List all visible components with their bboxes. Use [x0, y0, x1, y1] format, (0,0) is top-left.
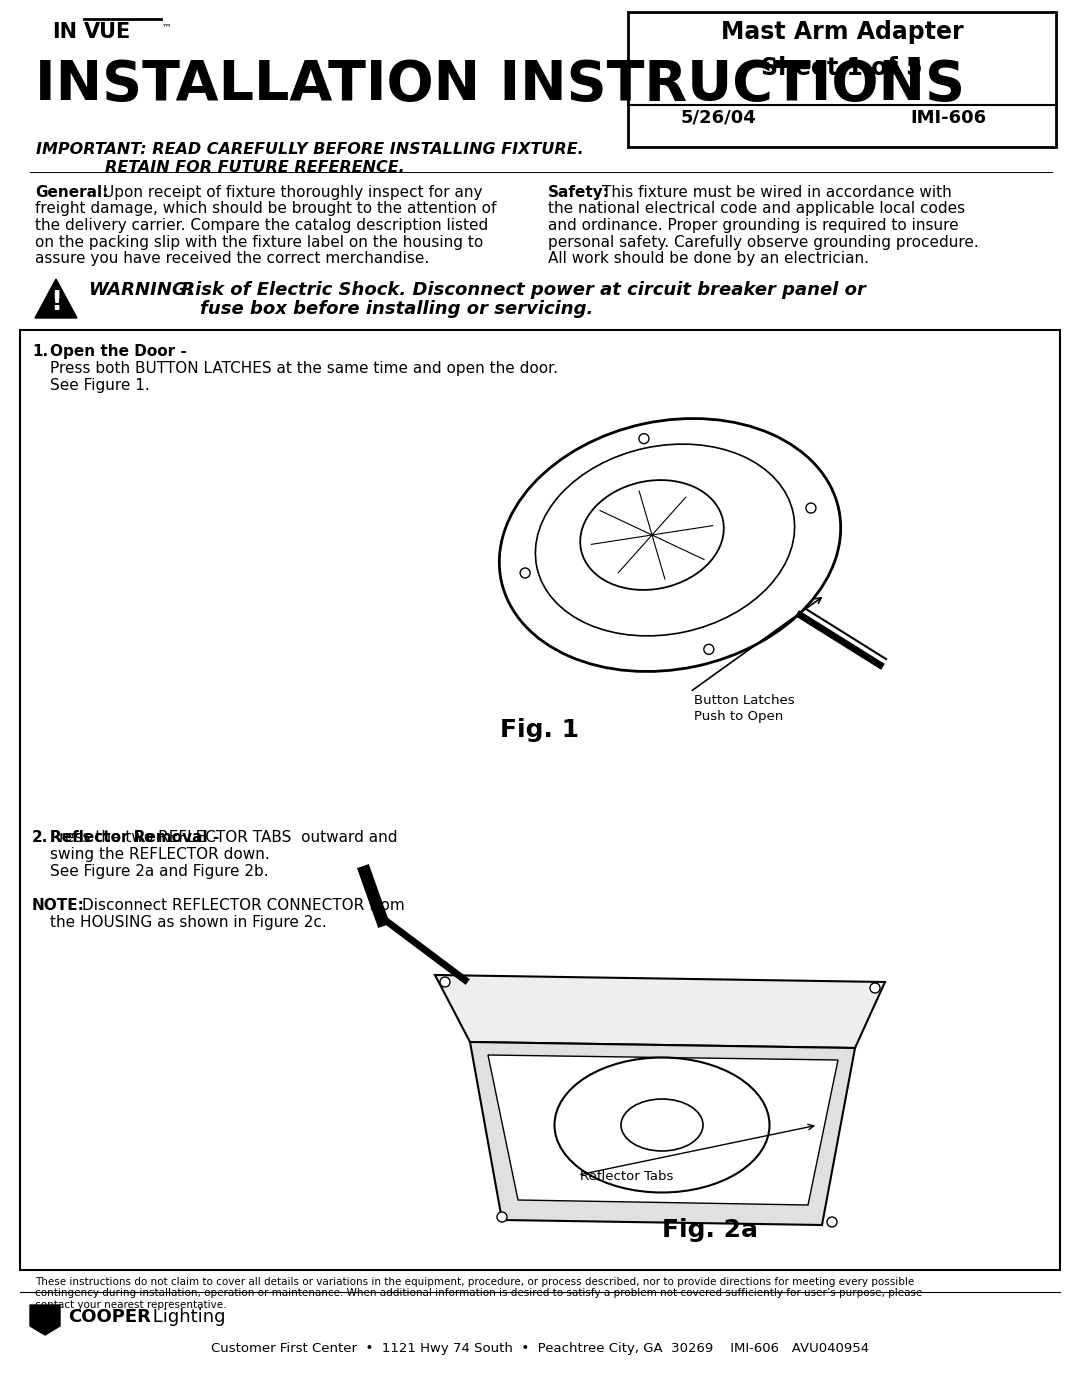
Text: 1.: 1. [32, 344, 49, 359]
Text: Mast Arm Adapter: Mast Arm Adapter [720, 20, 963, 43]
Circle shape [440, 977, 450, 988]
Text: 2.: 2. [32, 830, 49, 845]
Text: Sheet 1 of 5: Sheet 1 of 5 [761, 56, 922, 80]
Circle shape [806, 503, 816, 513]
Circle shape [497, 1213, 507, 1222]
Text: General:: General: [35, 184, 108, 200]
Text: Risk of Electric Shock. Disconnect power at circuit breaker panel or: Risk of Electric Shock. Disconnect power… [175, 281, 866, 299]
Polygon shape [435, 975, 885, 1048]
Circle shape [827, 1217, 837, 1227]
Text: WARNING:: WARNING: [87, 281, 194, 299]
Circle shape [704, 644, 714, 654]
Text: the delivery carrier. Compare the catalog description listed: the delivery carrier. Compare the catalo… [35, 218, 488, 233]
Bar [21, 330, 1059, 1270]
Text: Reflector Tabs: Reflector Tabs [580, 1171, 673, 1183]
Text: swing the REFLECTOR down.: swing the REFLECTOR down. [50, 847, 270, 862]
Text: !: ! [50, 291, 62, 316]
Circle shape [639, 433, 649, 444]
Text: IMI-606: IMI-606 [910, 109, 986, 127]
Text: Press the two REFLECTOR TABS  outward and: Press the two REFLECTOR TABS outward and [50, 830, 397, 845]
Text: on the packing slip with the fixture label on the housing to: on the packing slip with the fixture lab… [35, 235, 483, 250]
Text: Button Latches: Button Latches [694, 694, 795, 707]
Text: These instructions do not claim to cover all details or variations in the equipm: These instructions do not claim to cover… [35, 1277, 915, 1287]
Text: 5/26/04: 5/26/04 [680, 109, 756, 127]
Text: and ordinance. Proper grounding is required to insure: and ordinance. Proper grounding is requi… [548, 218, 959, 233]
Text: Push to Open: Push to Open [694, 710, 783, 724]
Polygon shape [30, 1305, 60, 1336]
Text: Fig. 1: Fig. 1 [500, 718, 579, 742]
Text: Safety:: Safety: [548, 184, 610, 200]
Text: Reflector Removal -: Reflector Removal - [50, 830, 219, 845]
Text: the national electrical code and applicable local codes: the national electrical code and applica… [548, 201, 966, 217]
Text: Open the Door -: Open the Door - [50, 344, 187, 359]
Text: Lighting: Lighting [147, 1308, 226, 1326]
Text: personal safety. Carefully observe grounding procedure.: personal safety. Carefully observe groun… [548, 235, 978, 250]
Text: contingency during installation, operation or maintenance. When additional infor: contingency during installation, operati… [35, 1288, 922, 1298]
Text: INSTALLATION INSTRUCTIONS: INSTALLATION INSTRUCTIONS [35, 59, 966, 112]
Text: assure you have received the correct merchandise.: assure you have received the correct mer… [35, 251, 429, 265]
Text: COOPER: COOPER [68, 1308, 151, 1326]
Bar [627, 13, 1056, 147]
Text: NOTE:: NOTE: [32, 898, 85, 914]
Text: ™: ™ [162, 22, 172, 32]
Text: contact your nearest representative.: contact your nearest representative. [35, 1301, 227, 1310]
Text: Upon receipt of fixture thoroughly inspect for any: Upon receipt of fixture thoroughly inspe… [103, 184, 483, 200]
Text: Customer First Center  •  1121 Hwy 74 South  •  Peachtree City, GA  30269    IMI: Customer First Center • 1121 Hwy 74 Sout… [211, 1343, 869, 1355]
Text: Fig. 2a: Fig. 2a [662, 1218, 758, 1242]
Text: the HOUSING as shown in Figure 2c.: the HOUSING as shown in Figure 2c. [50, 915, 327, 930]
Text: fuse box before installing or servicing.: fuse box before installing or servicing. [200, 300, 593, 319]
Text: IMPORTANT: READ CAREFULLY BEFORE INSTALLING FIXTURE.: IMPORTANT: READ CAREFULLY BEFORE INSTALL… [36, 142, 584, 156]
Polygon shape [470, 1042, 855, 1225]
Text: RETAIN FOR FUTURE REFERENCE.: RETAIN FOR FUTURE REFERENCE. [105, 161, 405, 175]
Text: Disconnect REFLECTOR CONNECTOR from: Disconnect REFLECTOR CONNECTOR from [82, 898, 405, 914]
Text: Press both BUTTON LATCHES at the same time and open the door.: Press both BUTTON LATCHES at the same ti… [50, 360, 558, 376]
Circle shape [521, 569, 530, 578]
Text: See Figure 1.: See Figure 1. [50, 379, 150, 393]
Polygon shape [488, 1055, 838, 1206]
Polygon shape [35, 279, 77, 319]
Text: freight damage, which should be brought to the attention of: freight damage, which should be brought … [35, 201, 497, 217]
Text: IN: IN [52, 22, 77, 42]
Text: VUE: VUE [84, 22, 132, 42]
Text: See Figure 2a and Figure 2b.: See Figure 2a and Figure 2b. [50, 863, 269, 879]
Text: This fixture must be wired in accordance with: This fixture must be wired in accordance… [602, 184, 951, 200]
Circle shape [870, 983, 880, 993]
Text: All work should be done by an electrician.: All work should be done by an electricia… [548, 251, 869, 265]
